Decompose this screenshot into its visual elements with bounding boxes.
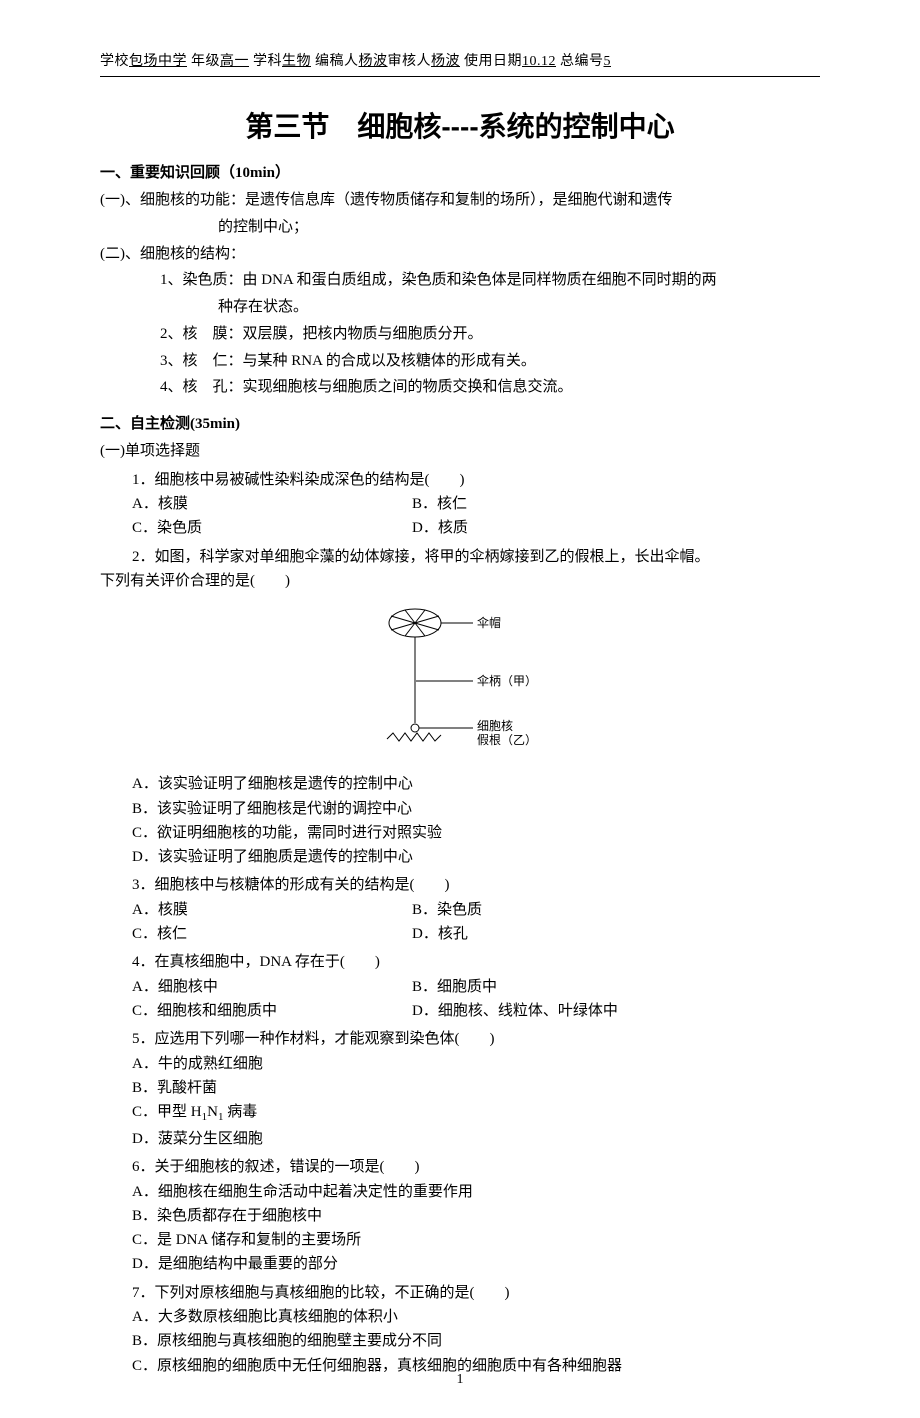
header-prefix: 学校 [100, 54, 129, 69]
q3-stem: 3．细胞核中与核糖体的形成有关的结构是( ) [100, 873, 820, 897]
q1-optA: A．核膜 [132, 492, 412, 516]
header-grade-label: 年级 [187, 54, 220, 69]
q5-optD: D．菠菜分生区细胞 [100, 1127, 820, 1151]
question-4: 4．在真核细胞中，DNA 存在于( ) A．细胞核中 B．细胞质中 C．细胞核和… [100, 950, 820, 1023]
q3-row2: C．核仁 D．核孔 [100, 922, 820, 946]
q1-optB: B．核仁 [412, 492, 692, 516]
q5-stem: 5．应选用下列哪一种作材料，才能观察到染色体( ) [100, 1027, 820, 1051]
q2-optA: A．该实验证明了细胞核是遗传的控制中心 [100, 772, 820, 796]
q6-stem: 6．关于细胞核的叙述，错误的一项是( ) [100, 1155, 820, 1179]
question-7: 7．下列对原核细胞与真核细胞的比较，不正确的是( ) A．大多数原核细胞比真核细… [100, 1281, 820, 1378]
header-author-label: 编稿人 [311, 54, 359, 69]
q4-optB: B．细胞质中 [412, 975, 692, 999]
question-3: 3．细胞核中与核糖体的形成有关的结构是( ) A．核膜 B．染色质 C．核仁 D… [100, 873, 820, 946]
page-header: 学校包场中学 年级高一 学科生物 编稿人杨波审核人杨波 使用日期10.12 总编… [100, 50, 820, 77]
q6-optC: C．是 DNA 储存和复制的主要场所 [100, 1228, 820, 1252]
header-subject: 生物 [282, 54, 311, 69]
section-a-s3: 3、核 仁：与某种 RNA 的合成以及核糖体的形成有关。 [100, 349, 820, 374]
q6-optD: D．是细胞结构中最重要的部分 [100, 1252, 820, 1276]
header-author: 杨波 [359, 54, 388, 69]
question-2: 2．如图，科学家对单细胞伞藻的幼体嫁接，将甲的伞柄嫁接到乙的假根上，长出伞帽。 … [100, 545, 820, 870]
question-1: 1．细胞核中易被碱性染料染成深色的结构是( ) A．核膜 B．核仁 C．染色质 … [100, 468, 820, 541]
q4-stem: 4．在真核细胞中，DNA 存在于( ) [100, 950, 820, 974]
document-page: 学校包场中学 年级高一 学科生物 编稿人杨波审核人杨波 使用日期10.12 总编… [0, 0, 920, 1418]
section-a-heading: 一、重要知识回顾（10min） [100, 161, 820, 182]
section-a-p1a: (一)、细胞核的功能：是遗传信息库（遗传物质储存和复制的场所），是细胞代谢和遗传 [100, 188, 820, 213]
q5-c-pre: C．甲型 H [132, 1104, 202, 1120]
section-a-s2: 2、核 膜：双层膜，把核内物质与细胞质分开。 [100, 322, 820, 347]
q7-stem: 7．下列对原核细胞与真核细胞的比较，不正确的是( ) [100, 1281, 820, 1305]
fig-label-cap: 伞帽 [477, 615, 501, 630]
header-subject-label: 学科 [249, 54, 282, 69]
q1-stem: 1．细胞核中易被碱性染料染成深色的结构是( ) [100, 468, 820, 492]
q5-optB: B．乳酸杆菌 [100, 1076, 820, 1100]
q7-optA: A．大多数原核细胞比真核细胞的体积小 [100, 1305, 820, 1329]
q4-row2: C．细胞核和细胞质中 D．细胞核、线粒体、叶绿体中 [100, 999, 820, 1023]
header-date: 10.12 [522, 54, 556, 69]
q4-row1: A．细胞核中 B．细胞质中 [100, 975, 820, 999]
document-title: 第三节 细胞核----系统的控制中心 [100, 105, 820, 145]
q3-optC: C．核仁 [132, 922, 412, 946]
section-a-s4: 4、核 孔：实现细胞核与细胞质之间的物质交换和信息交流。 [100, 375, 820, 400]
q2-optD: D．该实验证明了细胞质是遗传的控制中心 [100, 845, 820, 869]
section-a-p2: (二)、细胞核的结构： [100, 242, 820, 267]
fig-label-stalk: 伞柄（甲） [477, 673, 537, 688]
q6-optB: B．染色质都存在于细胞核中 [100, 1204, 820, 1228]
section-a-p1b: 的控制中心； [100, 215, 820, 240]
q2-figure: 伞帽 伞柄（甲） 细胞核 假根（乙） [100, 601, 820, 766]
q5-optC: C．甲型 H1N1 病毒 [100, 1100, 820, 1127]
question-5: 5．应选用下列哪一种作材料，才能观察到染色体( ) A．牛的成熟红细胞 B．乳酸… [100, 1027, 820, 1151]
section-b-sub: (一)单项选择题 [100, 439, 820, 464]
q2-stem2: 下列有关评价合理的是( ) [100, 569, 820, 593]
q4-optD: D．细胞核、线粒体、叶绿体中 [412, 999, 692, 1023]
header-date-label: 使用日期 [460, 54, 522, 69]
q1-row1: A．核膜 B．核仁 [100, 492, 820, 516]
q3-row1: A．核膜 B．染色质 [100, 898, 820, 922]
question-6: 6．关于细胞核的叙述，错误的一项是( ) A．细胞核在细胞生命活动中起着决定性的… [100, 1155, 820, 1276]
section-a-s1a: 1、染色质：由 DNA 和蛋白质组成，染色质和染色体是同样物质在细胞不同时期的两 [100, 268, 820, 293]
umbrella-diagram-icon: 伞帽 伞柄（甲） 细胞核 假根（乙） [345, 601, 575, 761]
q4-optA: A．细胞核中 [132, 975, 412, 999]
q5-c-post: 病毒 [223, 1104, 257, 1120]
q5-c-mid: N [207, 1104, 218, 1120]
q1-optD: D．核质 [412, 516, 692, 540]
fig-label-nucleus: 细胞核 [477, 719, 513, 733]
header-school: 包场中学 [129, 54, 187, 69]
header-grade: 高一 [220, 54, 249, 69]
q6-optA: A．细胞核在细胞生命活动中起着决定性的重要作用 [100, 1180, 820, 1204]
q1-optC: C．染色质 [132, 516, 412, 540]
q3-optB: B．染色质 [412, 898, 692, 922]
header-seq-label: 总编号 [556, 54, 604, 69]
header-reviewer: 杨波 [431, 54, 460, 69]
page-number: 1 [0, 1372, 920, 1388]
fig-label-root: 假根（乙） [477, 733, 537, 747]
header-reviewer-label: 审核人 [388, 54, 432, 69]
q3-optA: A．核膜 [132, 898, 412, 922]
q7-optB: B．原核细胞与真核细胞的细胞壁主要成分不同 [100, 1329, 820, 1353]
q4-optC: C．细胞核和细胞质中 [132, 999, 412, 1023]
q1-row2: C．染色质 D．核质 [100, 516, 820, 540]
section-b-heading: 二、自主检测(35min) [100, 412, 820, 433]
section-a-s1b: 种存在状态。 [100, 295, 820, 320]
q2-optC: C．欲证明细胞核的功能，需同时进行对照实验 [100, 821, 820, 845]
q2-stem1: 2．如图，科学家对单细胞伞藻的幼体嫁接，将甲的伞柄嫁接到乙的假根上，长出伞帽。 [100, 545, 820, 569]
header-seq: 5 [604, 54, 612, 69]
q5-optA: A．牛的成熟红细胞 [100, 1052, 820, 1076]
q3-optD: D．核孔 [412, 922, 692, 946]
q2-optB: B．该实验证明了细胞核是代谢的调控中心 [100, 797, 820, 821]
